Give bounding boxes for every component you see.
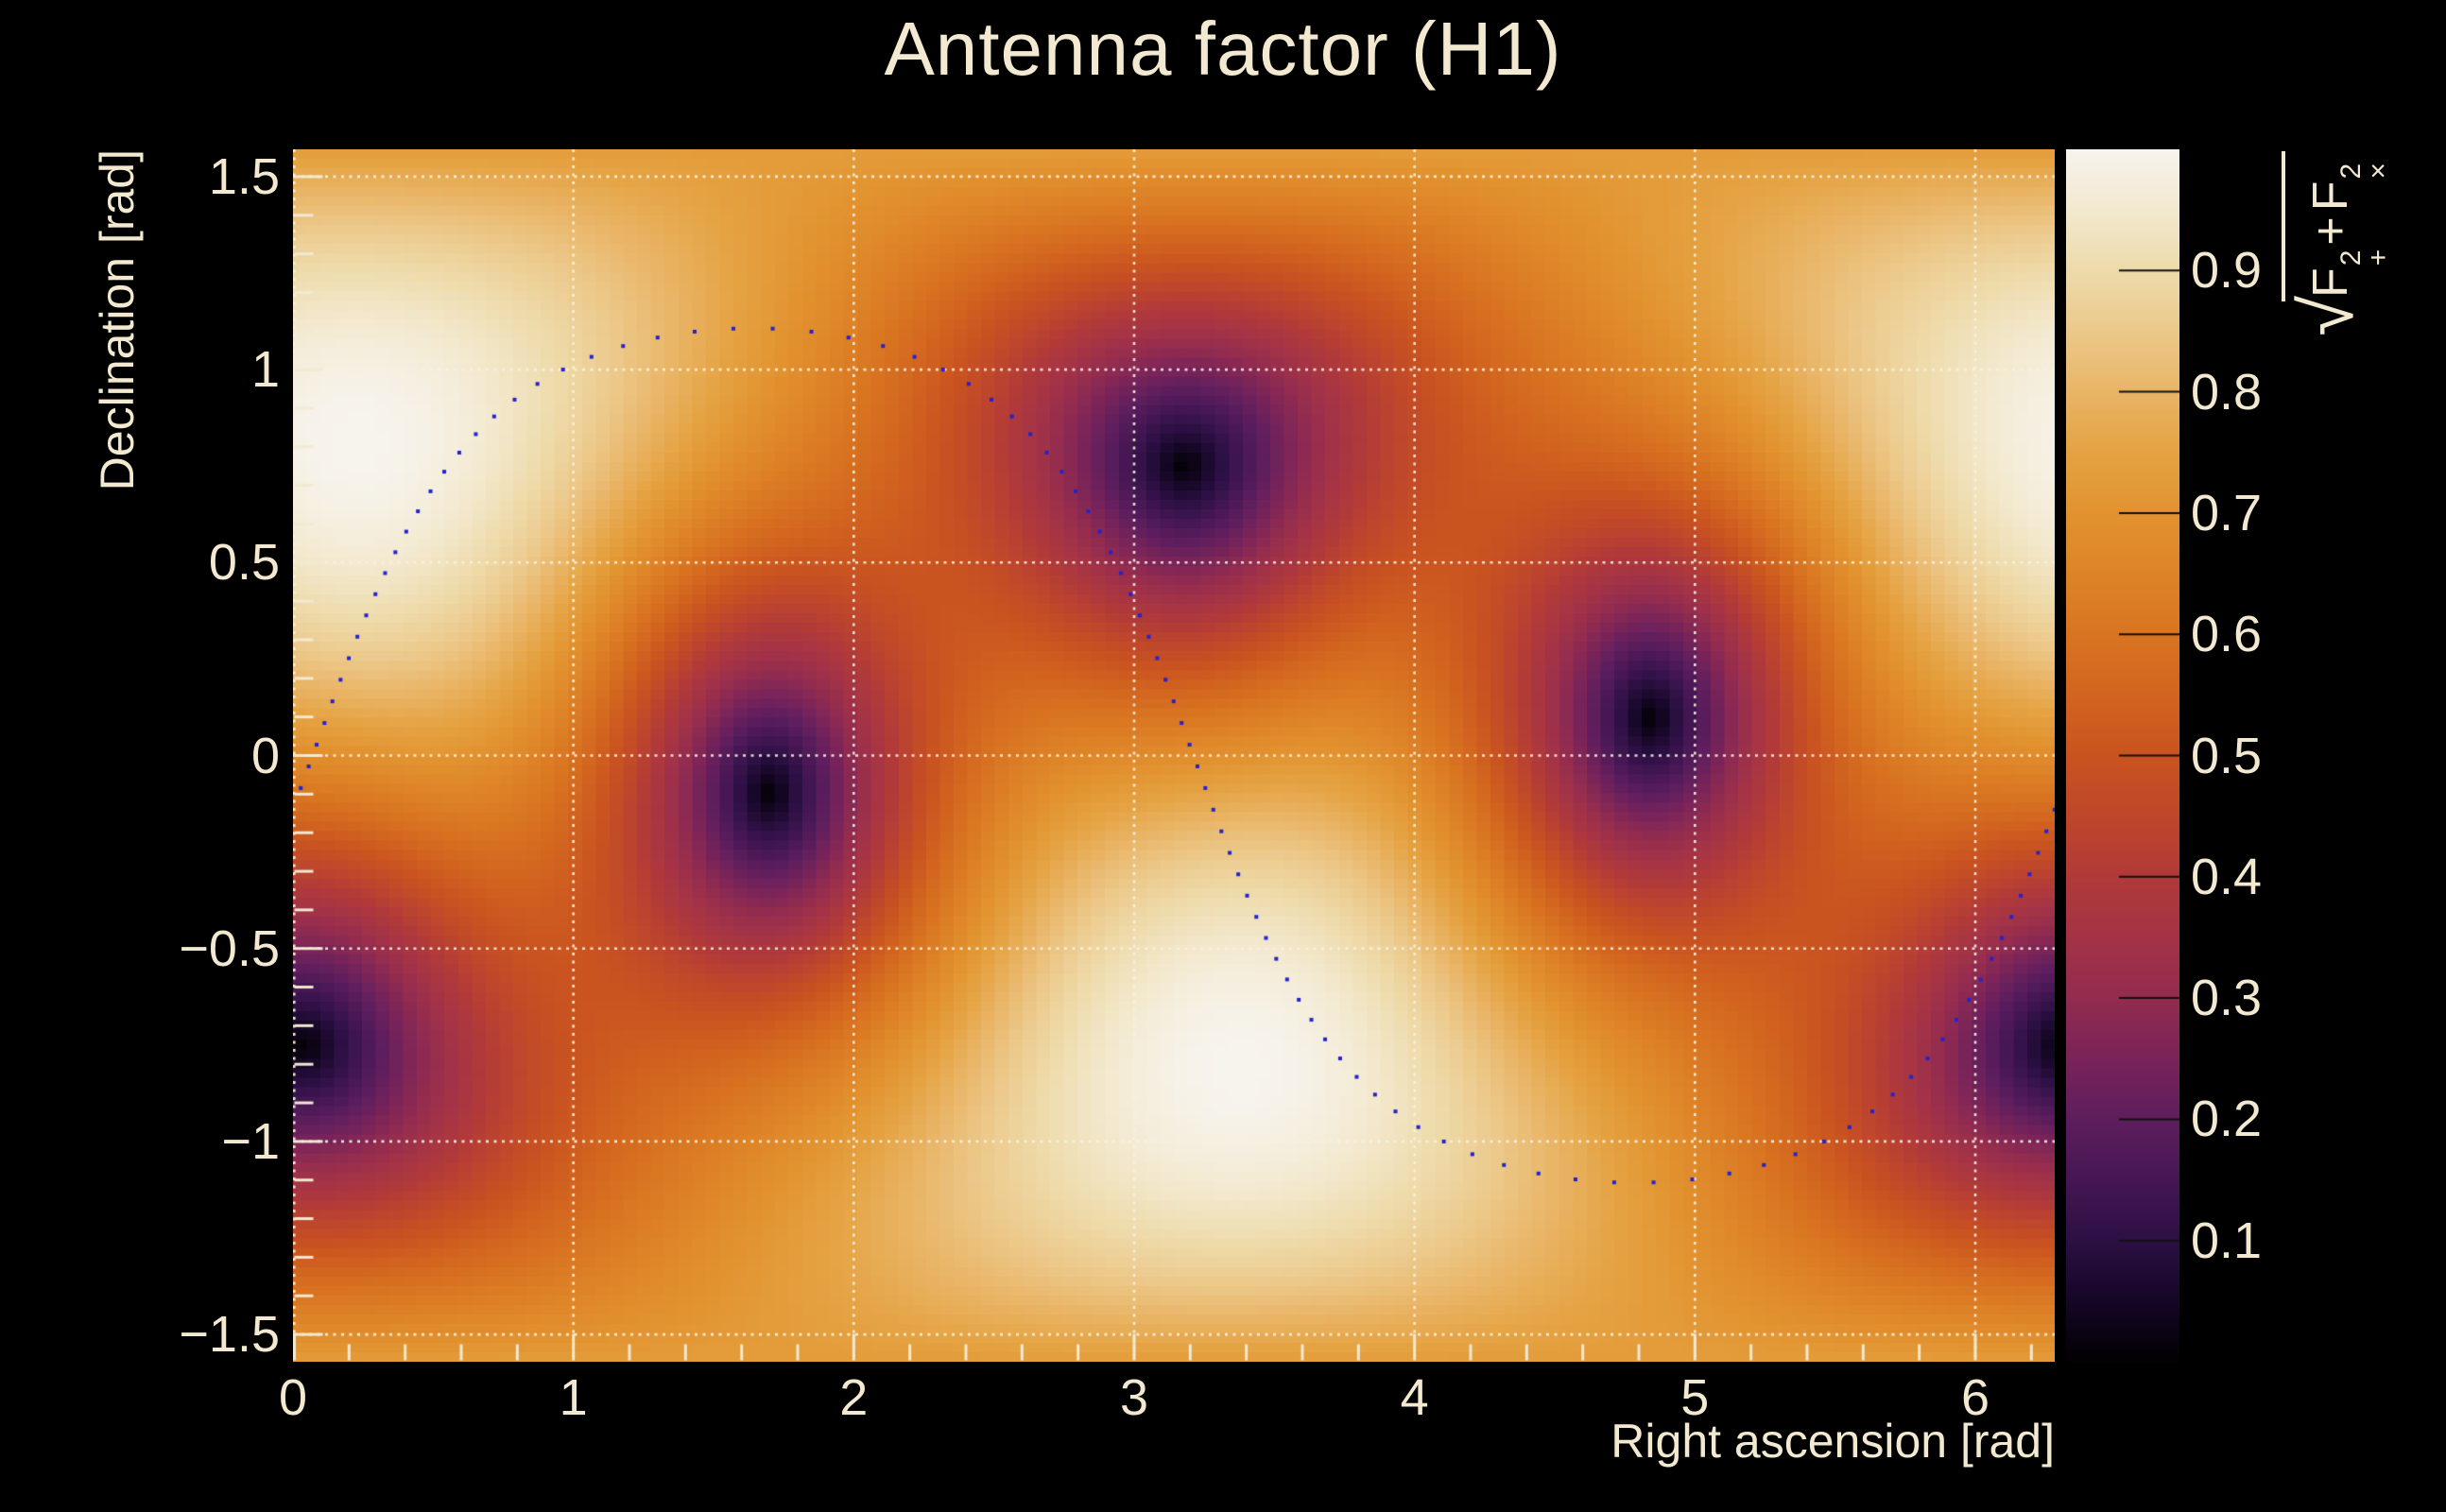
grid-curve-overlay-canvas [293,149,2055,1362]
y-tick-label: 1 [250,341,280,399]
colorbar-tick-label: 0.7 [2191,484,2263,541]
x-tick-label: 1 [559,1369,588,1426]
colorbar-tick-label: 0.9 [2191,242,2263,300]
f-cross-sup: 2 [2335,163,2367,180]
colorbar-tick-label: 0.4 [2191,848,2263,905]
x-tick-label: 5 [1680,1369,1710,1426]
y-tick-label: 0.5 [208,534,280,592]
x-tick-label: 2 [839,1369,869,1426]
f-plus-base: F [2303,267,2358,298]
x-axis-title: Right ascension [rad] [1611,1415,2055,1468]
x-tick-label: 4 [1400,1369,1429,1426]
colorbar-tick-label: 0.1 [2191,1211,2263,1269]
y-tick-label: 1.5 [208,147,280,205]
f-plus-sub: + [2362,249,2394,266]
y-axis-title: Declination [rad] [91,149,144,491]
f-cross-sub: × [2362,163,2394,180]
colorbar-tick-label: 0.5 [2191,727,2263,784]
radicand: F 2 + +F 2 × [2282,151,2394,301]
y-tick-label: −1 [221,1112,280,1170]
radical-sign: √ [2285,295,2368,336]
colorbar-canvas [2066,149,2179,1362]
f-plus-sup: 2 [2335,249,2367,266]
colorbar-tick-label: 0.6 [2191,606,2263,663]
colorbar-axis-title: √F 2 + +F 2 × [2275,151,2394,595]
plot-title: Antenna factor (H1) [884,7,1562,91]
f-cross-base: F [2303,180,2358,212]
x-tick-label: 0 [278,1369,308,1426]
y-tick-label: −0.5 [179,919,280,977]
colorbar-tick-label: 0.8 [2191,363,2263,421]
x-tick-label: 3 [1119,1369,1148,1426]
f-plus-scripts: 2 + [2335,249,2394,266]
y-tick-label: −1.5 [179,1306,280,1364]
plus-operator: + [2303,216,2358,246]
colorbar-tick-label: 0.2 [2191,1091,2263,1148]
x-tick-label: 6 [1960,1369,1990,1426]
y-tick-label: 0 [250,727,280,784]
f-cross-scripts: 2 × [2335,163,2394,180]
colorbar-tick-label: 0.3 [2191,970,2263,1027]
